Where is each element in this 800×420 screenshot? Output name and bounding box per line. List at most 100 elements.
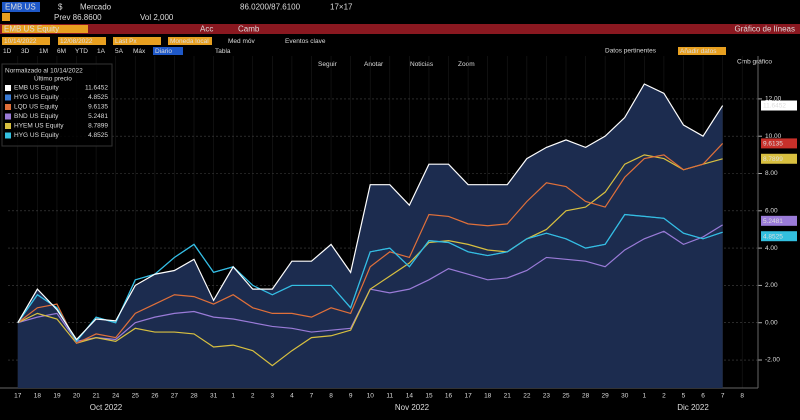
chart-type: Gráfico de líneas xyxy=(735,25,795,34)
volume: Vol 2,000 xyxy=(140,13,174,22)
prev: Prev 86.8600 xyxy=(54,13,102,22)
y-tick-label: 10.00 xyxy=(765,133,782,140)
x-tick-label: 3 xyxy=(271,393,275,400)
last-value-label: 9.6135 xyxy=(763,141,783,148)
x-tick-label: 26 xyxy=(151,393,159,400)
data-button[interactable]: Datos pertinentes xyxy=(605,48,657,55)
legend-title: Normalizado al 10/14/2022 xyxy=(5,68,83,75)
legend-value: 9.6135 xyxy=(88,104,108,111)
field-box[interactable] xyxy=(113,37,161,45)
legend-value: 11.6452 xyxy=(85,85,108,92)
tool-button[interactable]: Seguir xyxy=(318,61,338,68)
x-tick-label: 25 xyxy=(562,393,570,400)
y-tick-label: -2.00 xyxy=(765,357,780,364)
x-tick-label: 29 xyxy=(602,393,610,400)
end-date: 12/08/2022 xyxy=(60,38,93,45)
x-tick-label: 16 xyxy=(445,393,453,400)
x-tick-label: 21 xyxy=(504,393,512,400)
period-button[interactable]: Diario xyxy=(155,48,172,55)
period-button[interactable]: 1M xyxy=(39,48,48,55)
x-tick-label: 24 xyxy=(112,393,120,400)
last-value-label: 5.2481 xyxy=(763,218,783,225)
x-tick-label: 23 xyxy=(543,393,551,400)
tool-button[interactable]: Anotar xyxy=(364,61,384,68)
add-box[interactable] xyxy=(678,47,726,55)
x-tick-label: 7 xyxy=(310,393,314,400)
x-tick-label: 8 xyxy=(740,393,744,400)
legend-subtitle: Último precio xyxy=(34,74,72,83)
x-tick-label: 10 xyxy=(367,393,375,400)
size: 17×17 xyxy=(330,3,353,12)
legend: EMB US Equity 11.6452 HYG US Equity 4.8525 L… xyxy=(5,85,108,139)
x-tick-label: 22 xyxy=(523,393,531,400)
period-button[interactable]: Máx xyxy=(133,48,146,55)
x-tick-label: 27 xyxy=(171,393,179,400)
x-tick-label: 21 xyxy=(92,393,100,400)
acc-button[interactable]: Acc xyxy=(200,25,213,34)
start-date: 10/14/2022 xyxy=(4,38,37,45)
legend-value: 5.2481 xyxy=(88,113,108,120)
moving-average[interactable]: Med móv xyxy=(228,38,255,45)
period-button[interactable]: 3D xyxy=(21,48,30,55)
plot: 17 18 19 20 21 24 25 26 27 28 31 1 2 3 4 7 8 9 10 11 14 15 16 1… xyxy=(0,56,797,400)
last-value-tag xyxy=(761,215,797,226)
period-button[interactable]: 1A xyxy=(97,48,106,55)
line xyxy=(17,213,723,343)
x-tick-label: 2 xyxy=(662,393,666,400)
x-tick-label: 20 xyxy=(73,393,81,400)
currency: $ xyxy=(58,3,63,12)
x-tick-label: 11 xyxy=(386,393,393,400)
legend-label: BND US Equity xyxy=(14,113,59,120)
x-tick-label: 17 xyxy=(14,393,22,400)
line xyxy=(17,142,724,345)
legend-value: 4.8525 xyxy=(88,132,108,139)
ticker: EMB US xyxy=(5,3,36,12)
period-highlight xyxy=(153,47,183,55)
end-field[interactable] xyxy=(58,37,106,45)
security-field[interactable] xyxy=(2,25,88,33)
y-tick-label: 4.00 xyxy=(765,245,778,252)
icon[interactable] xyxy=(2,13,10,21)
period-button[interactable]: 5A xyxy=(115,48,124,55)
x-tick-label: 30 xyxy=(621,393,629,400)
x-tick-label: 8 xyxy=(329,393,333,400)
last-value-tag xyxy=(761,153,797,164)
last-value-label: 8.7899 xyxy=(763,156,783,163)
legend-box xyxy=(1,63,113,147)
period-button[interactable]: YTD xyxy=(75,48,88,55)
x-tick-label: 28 xyxy=(582,393,590,400)
period-button[interactable]: Tabla xyxy=(215,48,231,55)
ticker-box[interactable] xyxy=(2,2,40,12)
month-label: Nov 2022 xyxy=(395,403,430,412)
month-label: Dic 2022 xyxy=(677,403,709,412)
x-tick-label: 25 xyxy=(132,393,140,400)
y-tick-label: 12.00 xyxy=(765,96,782,103)
legend-swatch xyxy=(5,113,11,120)
security: EMB US Equity xyxy=(4,25,59,34)
legend-swatch xyxy=(5,123,11,129)
add-data: Añadir datos xyxy=(680,48,717,55)
events[interactable]: Eventos clave xyxy=(285,38,326,45)
market: Mercado xyxy=(80,3,112,12)
start-field[interactable] xyxy=(2,37,50,45)
period-button[interactable]: 6M xyxy=(57,48,66,55)
last-value-label: 4.8525 xyxy=(763,233,783,240)
line xyxy=(17,154,723,367)
tool-button[interactable]: Cmb gráfico xyxy=(737,59,772,66)
legend-label: EMB US Equity xyxy=(14,85,60,92)
legend-label: HYG US Equity xyxy=(14,132,60,139)
x-tick-label: 9 xyxy=(349,393,353,400)
title-bar xyxy=(0,24,800,34)
x-tick-label: 14 xyxy=(406,393,414,400)
field: Last Px xyxy=(115,38,137,45)
legend-value: 8.7899 xyxy=(88,123,108,130)
camb-button[interactable]: Camb xyxy=(238,25,260,34)
x-tick-label: 1 xyxy=(643,393,647,400)
last-value-tag xyxy=(761,100,797,111)
tool-button[interactable]: Noticias xyxy=(410,61,434,68)
tool-button[interactable]: Zoom xyxy=(458,61,475,68)
period-button[interactable]: 1D xyxy=(3,48,12,55)
x-tick-label: 17 xyxy=(464,393,472,400)
currency-box[interactable] xyxy=(168,37,212,45)
